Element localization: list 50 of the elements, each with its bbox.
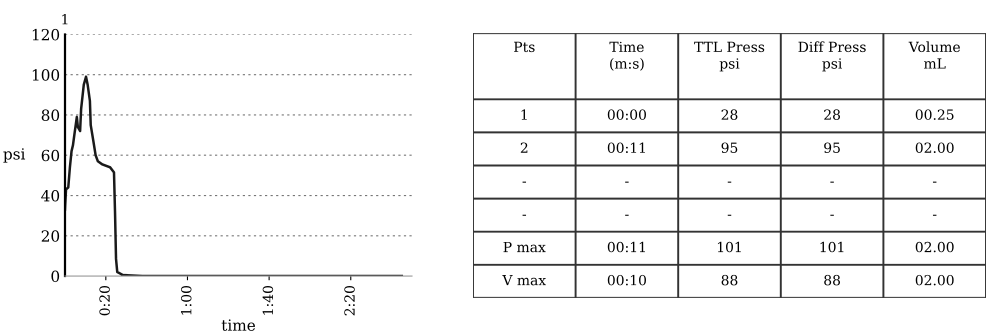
text: 02.00 (916, 242, 954, 252)
text: - (625, 182, 629, 183)
y-tick-label: 20 (42, 230, 60, 242)
x-tick-label: 2:20 (344, 286, 355, 316)
text: 88 (722, 274, 738, 286)
text: - (625, 214, 629, 216)
y-tick-label: 40 (41, 190, 60, 202)
x-tick-label: 0:20 (99, 286, 110, 316)
text: Volume mL (908, 41, 960, 69)
text: Diff Press psi (798, 41, 866, 72)
text: - (522, 214, 526, 216)
y-tick-label: 0 (51, 270, 60, 282)
text: TTL Press psi (694, 42, 764, 72)
text: - (932, 214, 936, 216)
text: 00:00 (608, 109, 646, 120)
y-tick-label: 80 (42, 109, 60, 121)
text: 00:11 (608, 242, 645, 252)
text: 1 (522, 109, 527, 120)
text: 28 (824, 109, 840, 120)
text: - (728, 182, 732, 183)
text: 02.00 (916, 142, 954, 153)
text: 02.00 (916, 274, 954, 286)
text: 95 (824, 142, 840, 153)
text: - (728, 214, 732, 216)
y-axis-title: psi (3, 148, 26, 163)
text: - (932, 182, 936, 183)
y-tick-label: 120 (32, 28, 60, 40)
text: 95 (722, 142, 738, 153)
y-tick-label: 100 (32, 69, 60, 81)
text: P max (504, 242, 546, 252)
text: 88 (824, 274, 840, 286)
text: - (830, 214, 834, 216)
text: 101 (820, 242, 844, 252)
text: 00:11 (608, 142, 645, 153)
chart-title: 1 (62, 14, 68, 24)
text: Pts (514, 42, 535, 52)
text: 2 (520, 142, 528, 153)
text: 00.25 (916, 109, 954, 120)
text: - (522, 182, 526, 183)
x-tick-label: 1:40 (262, 286, 274, 315)
text: 101 (718, 242, 741, 252)
x-tick-label: 1:00 (180, 286, 192, 315)
y-tick-label: 60 (42, 150, 60, 162)
x-axis-title: time (222, 319, 256, 331)
text: 28 (722, 109, 738, 120)
text: V max (502, 275, 546, 286)
text: 00:10 (608, 274, 646, 286)
line-series (65, 75, 404, 276)
text: - (830, 182, 834, 183)
text: Time (m:s) (609, 42, 644, 71)
